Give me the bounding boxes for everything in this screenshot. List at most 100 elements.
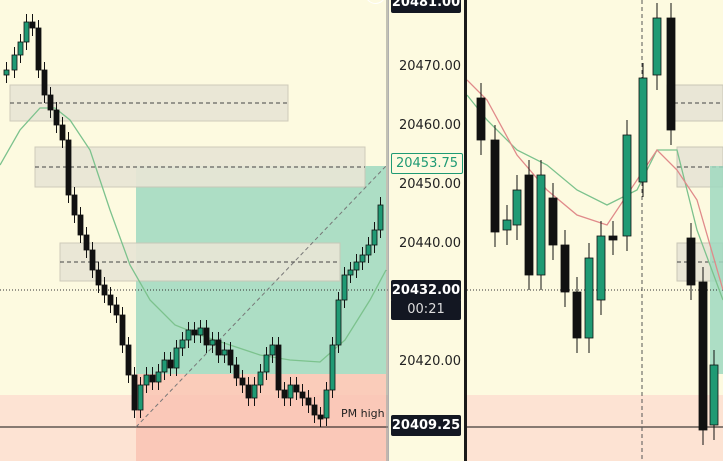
bull-candle (709, 364, 719, 426)
bear-candle (125, 344, 132, 376)
bull-candle (584, 257, 594, 339)
bull-candle (11, 54, 18, 71)
bull-candle (502, 219, 512, 231)
pm-zone (467, 395, 723, 461)
right-chart-canvas[interactable] (467, 0, 723, 461)
bull-candle (23, 21, 30, 43)
bull-candle (137, 384, 144, 411)
bear-candle (275, 344, 282, 391)
bull-candle (251, 384, 258, 399)
bear-candle (59, 124, 66, 141)
bear-candle (560, 244, 570, 293)
bull-candle (341, 274, 348, 301)
bear-candle (490, 139, 500, 233)
bull-candle (359, 254, 366, 263)
price-tick: 20440.00 (399, 236, 462, 251)
pane-divider[interactable] (464, 0, 467, 461)
bear-candle (95, 269, 102, 286)
bull-candle (536, 174, 546, 276)
chart-pane-right[interactable] (467, 0, 723, 461)
bull-candle (365, 244, 372, 256)
bear-candle (29, 21, 36, 29)
bear-candle (71, 194, 78, 216)
target-price-tag: 20453.75 (391, 153, 463, 174)
moving-average-line (467, 79, 723, 291)
bear-candle (101, 284, 108, 296)
bull-candle (596, 235, 606, 301)
bear-candle (305, 397, 312, 406)
bear-candle (698, 281, 708, 431)
bear-candle (281, 389, 288, 399)
price-tick: 20420.00 (399, 354, 462, 369)
pm-high-label: PM high (341, 407, 385, 420)
bull-candle (161, 359, 168, 373)
bear-candle (47, 94, 54, 111)
bear-candle (686, 237, 696, 286)
bear-candle (41, 69, 48, 96)
bull-candle (347, 269, 354, 276)
bear-candle (572, 291, 582, 339)
bull-candle (622, 134, 632, 237)
bear-candle (35, 27, 42, 71)
bear-candle (293, 384, 300, 393)
bear-candle (53, 109, 60, 126)
bull-candle (179, 339, 186, 349)
price-axis[interactable]: + 20481.00 20470.00 20460.00 20453.75 20… (365, 0, 465, 461)
bear-candle (317, 414, 324, 420)
bull-candle (185, 329, 192, 341)
bear-candle (65, 139, 72, 196)
price-tick: 20460.00 (399, 118, 462, 133)
bull-candle (17, 41, 24, 56)
bear-candle (131, 374, 138, 411)
bear-candle (167, 359, 174, 369)
bear-candle (311, 404, 318, 416)
moving-average-line (467, 94, 723, 301)
bull-candle (3, 69, 10, 76)
bear-candle (239, 377, 246, 386)
bull-candle (197, 327, 204, 336)
bear-candle (119, 314, 126, 346)
bull-candle (209, 339, 216, 346)
top-price-value: 20481.00 (391, 0, 461, 10)
bull-candle (143, 374, 150, 386)
bear-candle (107, 294, 114, 306)
bear-candle (89, 249, 96, 271)
bear-candle (191, 329, 198, 336)
chart-pane-left[interactable]: PM high (0, 0, 388, 461)
bull-candle (512, 189, 522, 226)
bear-candle (215, 339, 222, 356)
bull-candle (269, 344, 276, 356)
price-tick: 20470.00 (399, 59, 462, 74)
bull-candle (353, 261, 360, 271)
bull-candle (257, 371, 264, 386)
bear-candle (299, 391, 306, 399)
bull-candle (287, 384, 294, 399)
bull-candle (221, 349, 228, 356)
bull-candle (638, 77, 648, 183)
bear-candle (83, 234, 90, 251)
bear-candle (203, 327, 210, 346)
bear-candle (227, 349, 234, 366)
bear-candle (548, 197, 558, 246)
bull-candle (371, 229, 378, 246)
pm-high-price-tag: 20409.25 (391, 415, 461, 436)
risk-reward-diagonal (135, 165, 387, 428)
bear-candle (476, 97, 486, 141)
bear-candle (149, 374, 156, 383)
bull-candle (329, 344, 336, 391)
take-profit-zone (710, 166, 723, 374)
bull-candle (263, 354, 270, 373)
bull-candle (652, 17, 662, 76)
left-chart-canvas[interactable] (0, 0, 388, 461)
bull-candle (335, 299, 342, 346)
bear-candle (666, 17, 676, 131)
bear-candle (524, 174, 534, 276)
bull-candle (155, 371, 162, 383)
bear-candle (608, 235, 618, 241)
price-tick: 20450.00 (399, 177, 462, 192)
bear-candle (233, 364, 240, 379)
bear-candle (113, 304, 120, 316)
bull-candle (173, 347, 180, 369)
bull-candle (377, 204, 384, 231)
top-price-tag: + 20481.00 (365, 0, 461, 13)
